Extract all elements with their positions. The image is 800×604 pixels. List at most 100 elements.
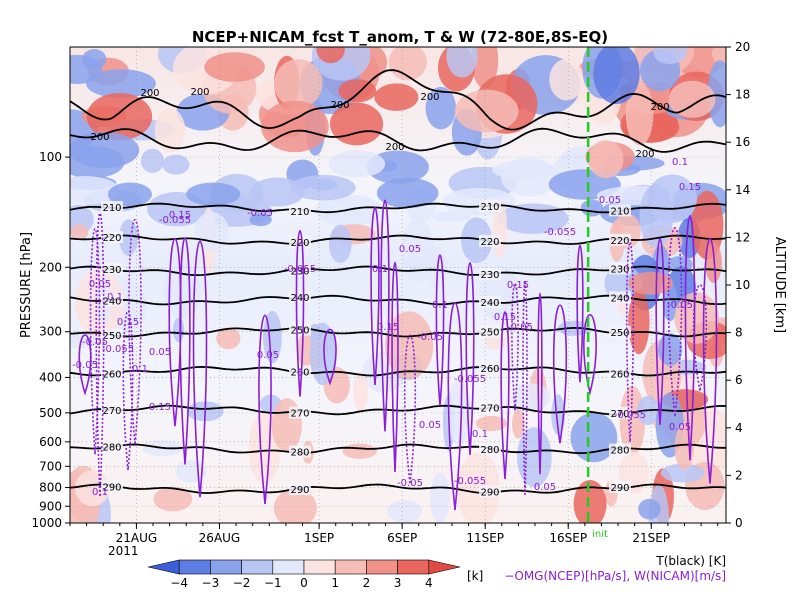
- legend-w-label: −OMG(NCEP)[hPa/s], W(NICAM)[m/s]: [504, 569, 726, 583]
- colorbar-tick-label: 4: [425, 576, 433, 590]
- colorbar-tick-label: 0: [300, 576, 308, 590]
- anomaly-patch: [430, 472, 450, 523]
- anomaly-patch: [662, 282, 678, 322]
- isotherm-label: 260: [290, 367, 309, 378]
- isotherm-label: 200: [635, 149, 654, 160]
- colorbar: −4 −3 −2 −1 0 1 2 3 4: [147, 559, 461, 590]
- isotherm-label: 210: [102, 203, 121, 214]
- isotherm-label: 240: [480, 298, 499, 309]
- omega-contour: [500, 311, 510, 480]
- omega-label: 0.05: [534, 482, 556, 493]
- isotherm-label-bg: [479, 325, 501, 338]
- time-tick-label: 6SEP: [387, 531, 417, 545]
- anomaly-patch: [186, 182, 241, 206]
- omega-contour: [447, 301, 463, 511]
- isotherm-label: 250: [102, 331, 121, 342]
- anomaly-patch: [512, 409, 525, 439]
- omega-label: 0.05: [89, 279, 111, 290]
- isotherm-label: 220: [480, 237, 499, 248]
- isotherm-label: 290: [102, 482, 121, 493]
- isotherm-label: 200: [90, 132, 109, 143]
- omega-label: 0.05: [257, 350, 279, 361]
- isotherm-label-bg: [101, 403, 123, 416]
- isotherm-label-bg: [479, 296, 501, 309]
- isotherm-label: 220: [610, 236, 629, 247]
- omega-label: 0.05: [399, 244, 421, 255]
- pressure-tick-label: 700: [39, 459, 62, 473]
- isotherm-label-bg: [609, 443, 631, 456]
- isotherm-label: 200: [330, 100, 349, 111]
- anomaly-patch: [461, 217, 493, 264]
- anomaly-patch: [153, 486, 193, 512]
- anomaly-patch: [511, 383, 551, 411]
- omega-contour: [370, 207, 380, 386]
- pressure-tick-label: 900: [39, 499, 62, 513]
- omega-contour: [179, 237, 191, 465]
- chart-title: NCEP+NICAM_fcst T_anom, T & W (72-80E,8S…: [192, 28, 608, 46]
- anomaly-patch: [492, 160, 555, 180]
- isotherm-label-bg: [101, 262, 123, 275]
- init-label: init: [592, 529, 608, 540]
- anomaly-patch: [271, 398, 302, 452]
- omega-label: 0.05: [149, 347, 171, 358]
- isotherm-label-bg: [289, 323, 311, 336]
- time-tick-label: 1SEP: [304, 531, 334, 545]
- omega-contour: [258, 314, 272, 504]
- isotherm-label: 270: [102, 406, 121, 417]
- anomaly-patch: [374, 83, 419, 111]
- pressure-axis-title: PRESSURE [hPa]: [19, 232, 34, 338]
- isotherm-label-bg: [609, 291, 631, 304]
- omega-contour: [403, 334, 417, 484]
- anomaly-patch: [70, 224, 89, 240]
- anomaly-patch: [86, 69, 156, 99]
- isotherm-label: 230: [610, 264, 629, 275]
- colorbar-tick-label: 3: [394, 576, 402, 590]
- isotherm-label: 240: [290, 293, 309, 304]
- omega-label: 0.15: [494, 312, 516, 323]
- anomaly-patch: [588, 140, 624, 179]
- time-tick-label: 11SEP: [466, 531, 504, 545]
- omega-label: 0.05: [599, 195, 621, 206]
- anomaly-patch: [628, 289, 650, 355]
- anomaly-patch: [194, 211, 229, 252]
- anomaly-patch: [388, 47, 427, 81]
- omega-contour: [295, 229, 305, 397]
- isotherm-label-bg: [479, 267, 501, 280]
- omega-contour: [667, 227, 683, 416]
- isotherm-label: 280: [290, 448, 309, 459]
- anomaly-patch: [260, 100, 329, 153]
- isotherm-label-bg: [609, 204, 631, 217]
- isotherm-label: 200: [420, 92, 439, 103]
- colorbar-cell: [334, 559, 367, 575]
- isotherm-label-bg: [479, 401, 501, 414]
- isotherm-label: 290: [290, 485, 309, 496]
- pressure-tick-label: 1000: [31, 516, 62, 530]
- anomaly-patch: [330, 102, 384, 146]
- isotherm-label-bg: [101, 231, 123, 244]
- isotherm-label-bg: [479, 234, 501, 247]
- time-tick-label: 21SEP: [632, 531, 670, 545]
- isotherm-label-bg: [289, 483, 311, 496]
- anomaly-patch: [316, 47, 345, 64]
- isotherm-label-bg: [101, 200, 123, 213]
- isotherm-label-bg: [479, 200, 501, 213]
- altitude-tick-label: 6: [735, 373, 743, 387]
- omega-label: -0.055: [454, 374, 486, 385]
- anomaly-patch: [204, 52, 265, 82]
- isotherm-label: 250: [610, 328, 629, 339]
- anomaly-patch: [573, 480, 607, 523]
- altitude-tick-label: 2: [735, 468, 743, 482]
- omega-contour: [655, 238, 665, 425]
- isotherm-label: 280: [102, 442, 121, 453]
- altitude-tick-label: 14: [735, 183, 750, 197]
- altitude-axis: 0 2 4 6 8 10 12 14 16 18 20: [726, 40, 750, 530]
- time-axis: 21AUG 26AUG 1SEP 6SEP 11SEP 16SEP 21SEP: [69, 523, 719, 545]
- isotherm-line: [70, 69, 726, 131]
- isotherm-label: 280: [610, 446, 629, 457]
- anomaly-patch: [447, 379, 471, 446]
- colorbar-cell: [397, 559, 430, 575]
- omega-label: -0.05: [397, 478, 423, 489]
- omega-contour: [537, 292, 543, 475]
- anomaly-patch: [705, 242, 722, 283]
